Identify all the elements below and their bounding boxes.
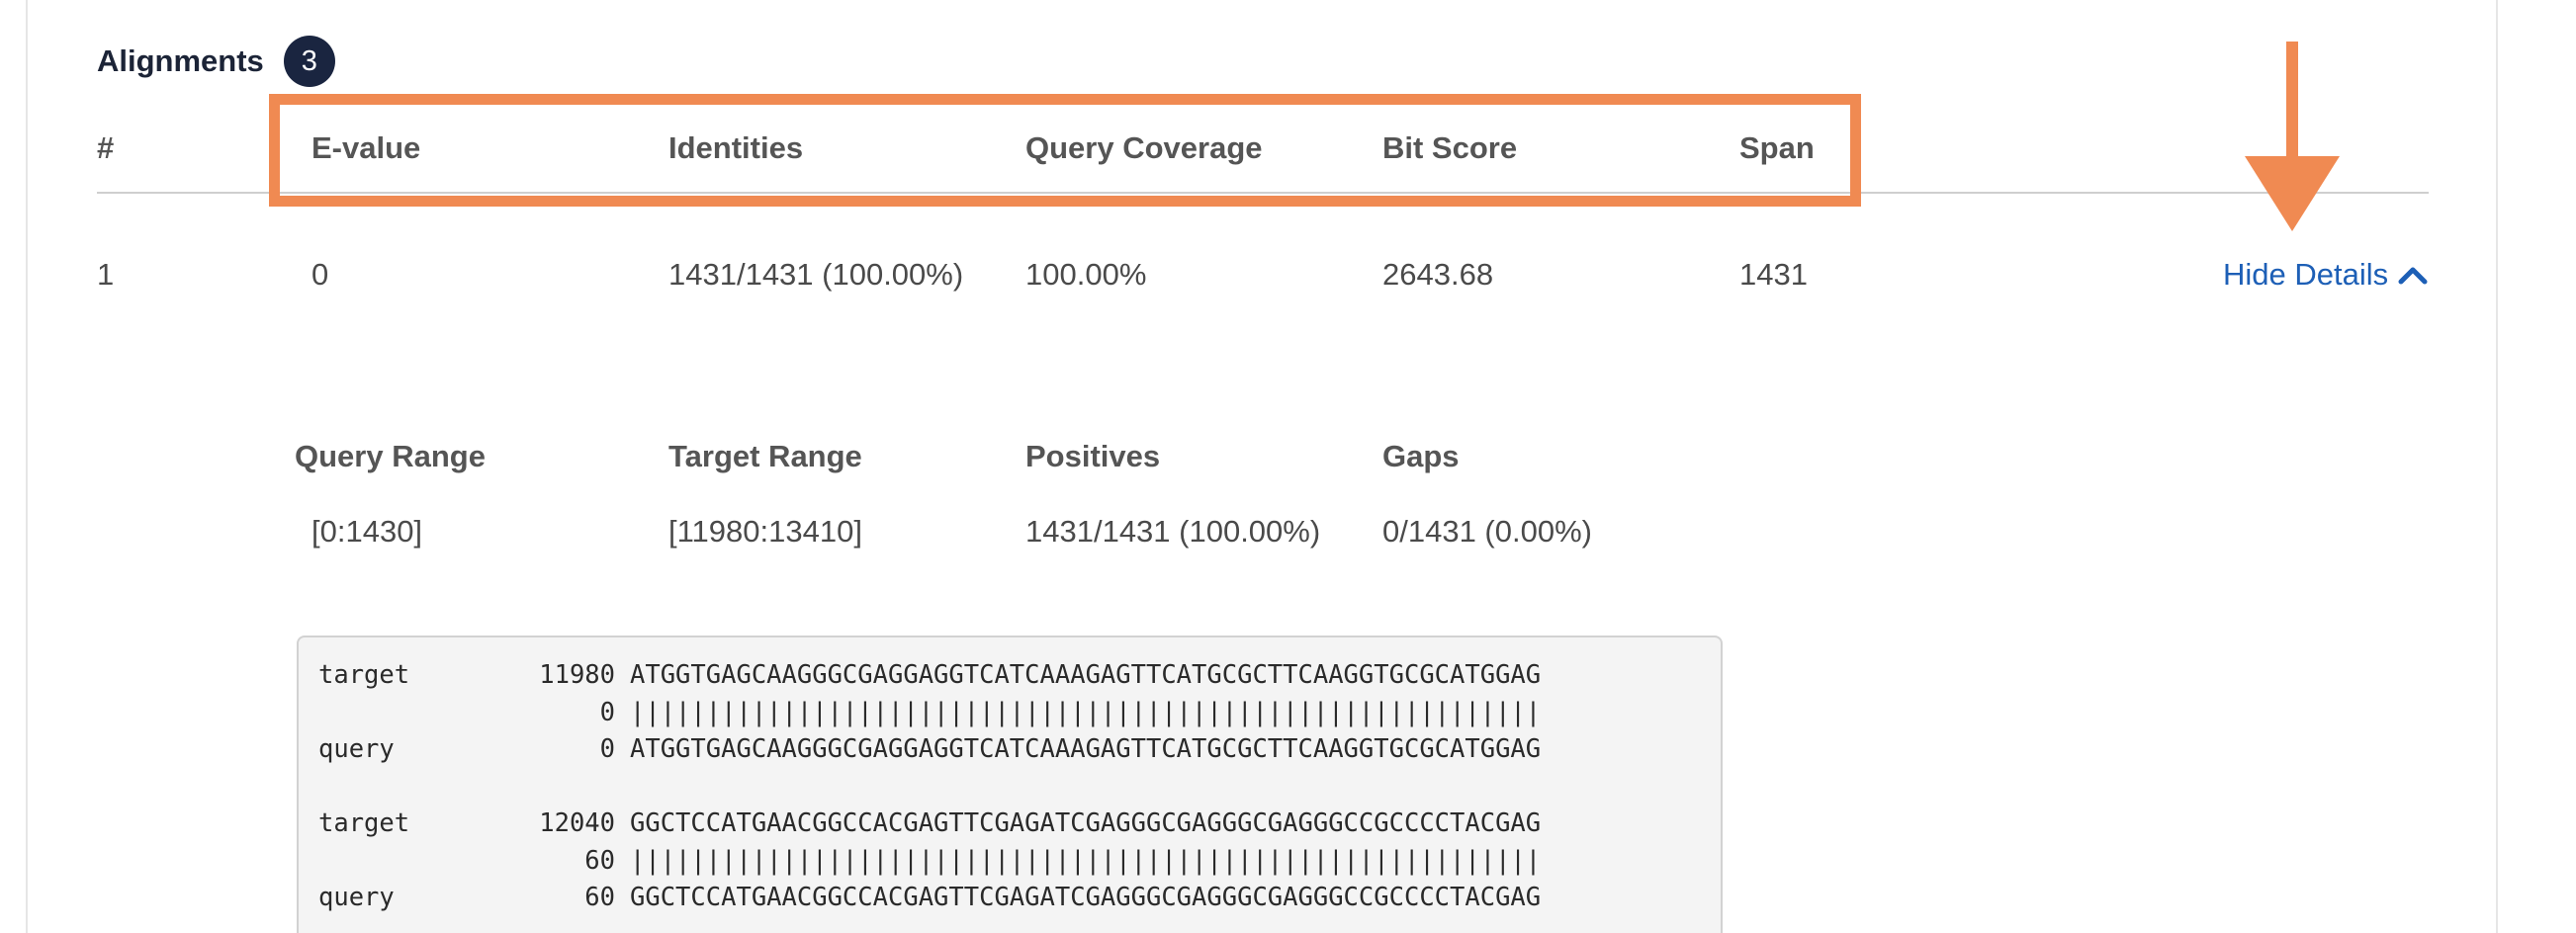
alignment-label: target [318, 660, 410, 690]
column-header-index: # [97, 130, 115, 165]
alignment-query-line: query 0 ATGGTGAGCAAGGGCGAGGAGGTCATCAAAGA… [318, 731, 1721, 769]
detail-header-target-range: Target Range [668, 439, 862, 473]
detail-value-positives: 1431/1431 (100.00%) [1025, 514, 1321, 549]
alignment-label [318, 695, 496, 732]
cell-index: 1 [97, 257, 115, 292]
alignment-label: query [318, 734, 395, 764]
hide-details-toggle[interactable]: Hide Details [2223, 255, 2428, 295]
alignment-match-bars: ||||||||||||||||||||||||||||||||||||||||… [630, 697, 1542, 727]
column-header-identities: Identities [668, 130, 804, 165]
alignment-spacer [318, 769, 1721, 806]
alignment-label: query [318, 883, 395, 912]
alignment-match-line: 60 |||||||||||||||||||||||||||||||||||||… [318, 843, 1721, 881]
cell-bit-score: 2643.68 [1382, 257, 1494, 292]
detail-header-positives: Positives [1025, 439, 1161, 473]
alignment-label: target [318, 808, 410, 838]
alignment-label [318, 843, 496, 881]
cell-query-coverage: 100.00% [1025, 257, 1147, 292]
alignments-count-badge: 3 [283, 36, 335, 87]
alignment-block: target 12040 GGCTCCATGAACGGCCACGAGTTCGAG… [318, 806, 1721, 917]
column-header-span: Span [1739, 130, 1815, 165]
alignment-sequence: GGCTCCATGAACGGCCACGAGTTCGAGATCGAGGGCGAGG… [630, 883, 1542, 912]
alignment-target-line: target 12040 GGCTCCATGAACGGCCACGAGTTCGAG… [318, 806, 1721, 843]
alignment-match-line: 0 ||||||||||||||||||||||||||||||||||||||… [318, 695, 1721, 732]
detail-header-gaps: Gaps [1382, 439, 1460, 473]
hide-details-label[interactable]: Hide Details [2223, 257, 2389, 292]
detail-value-target-range: [11980:13410] [668, 514, 862, 549]
alignment-sequence: ATGGTGAGCAAGGGCGAGGAGGTCATCAAAGAGTTCATGC… [630, 734, 1542, 764]
cell-span: 1431 [1739, 257, 1808, 292]
column-header-bit-score: Bit Score [1382, 130, 1518, 165]
alignment-match-bars: ||||||||||||||||||||||||||||||||||||||||… [630, 845, 1542, 876]
alignment-sequence: GGCTCCATGAACGGCCACGAGTTCGAGATCGAGGGCGAGG… [630, 808, 1542, 838]
alignment-position: 0 [599, 697, 615, 727]
alignment-position: 60 [584, 883, 615, 912]
column-header-query-coverage: Query Coverage [1025, 130, 1263, 165]
detail-value-query-range: [0:1430] [311, 514, 423, 549]
alignment-query-line: query 60 GGCTCCATGAACGGCCACGAGTTCGAGATCG… [318, 880, 1721, 917]
alignment-block: target 11980 ATGGTGAGCAAGGGCGAGGAGGTCATC… [318, 657, 1721, 769]
cell-evalue: 0 [311, 257, 329, 292]
alignments-title: Alignments [97, 43, 264, 78]
alignment-position: 11980 [539, 660, 615, 690]
detail-header-query-range: Query Range [295, 439, 486, 473]
detail-value-gaps: 0/1431 (0.00%) [1382, 514, 1592, 549]
header-divider [97, 192, 2429, 194]
chevron-up-icon[interactable] [2398, 265, 2428, 285]
cell-identities: 1431/1431 (100.00%) [668, 257, 964, 292]
column-header-evalue: E-value [311, 130, 421, 165]
alignment-sequence: ATGGTGAGCAAGGGCGAGGAGGTCATCAAAGAGTTCATGC… [630, 660, 1542, 690]
highlight-annotation-box [269, 94, 1861, 207]
alignment-position: 12040 [539, 808, 615, 838]
alignments-heading: Alignments 3 [97, 36, 335, 87]
alignment-target-line: target 11980 ATGGTGAGCAAGGGCGAGGAGGTCATC… [318, 657, 1721, 695]
alignment-position: 60 [584, 845, 615, 876]
alignment-viewer: target 11980 ATGGTGAGCAAGGGCGAGGAGGTCATC… [297, 636, 1723, 933]
alignment-position: 0 [599, 734, 615, 764]
results-panel [26, 0, 2498, 933]
down-arrow-icon [2245, 42, 2340, 231]
